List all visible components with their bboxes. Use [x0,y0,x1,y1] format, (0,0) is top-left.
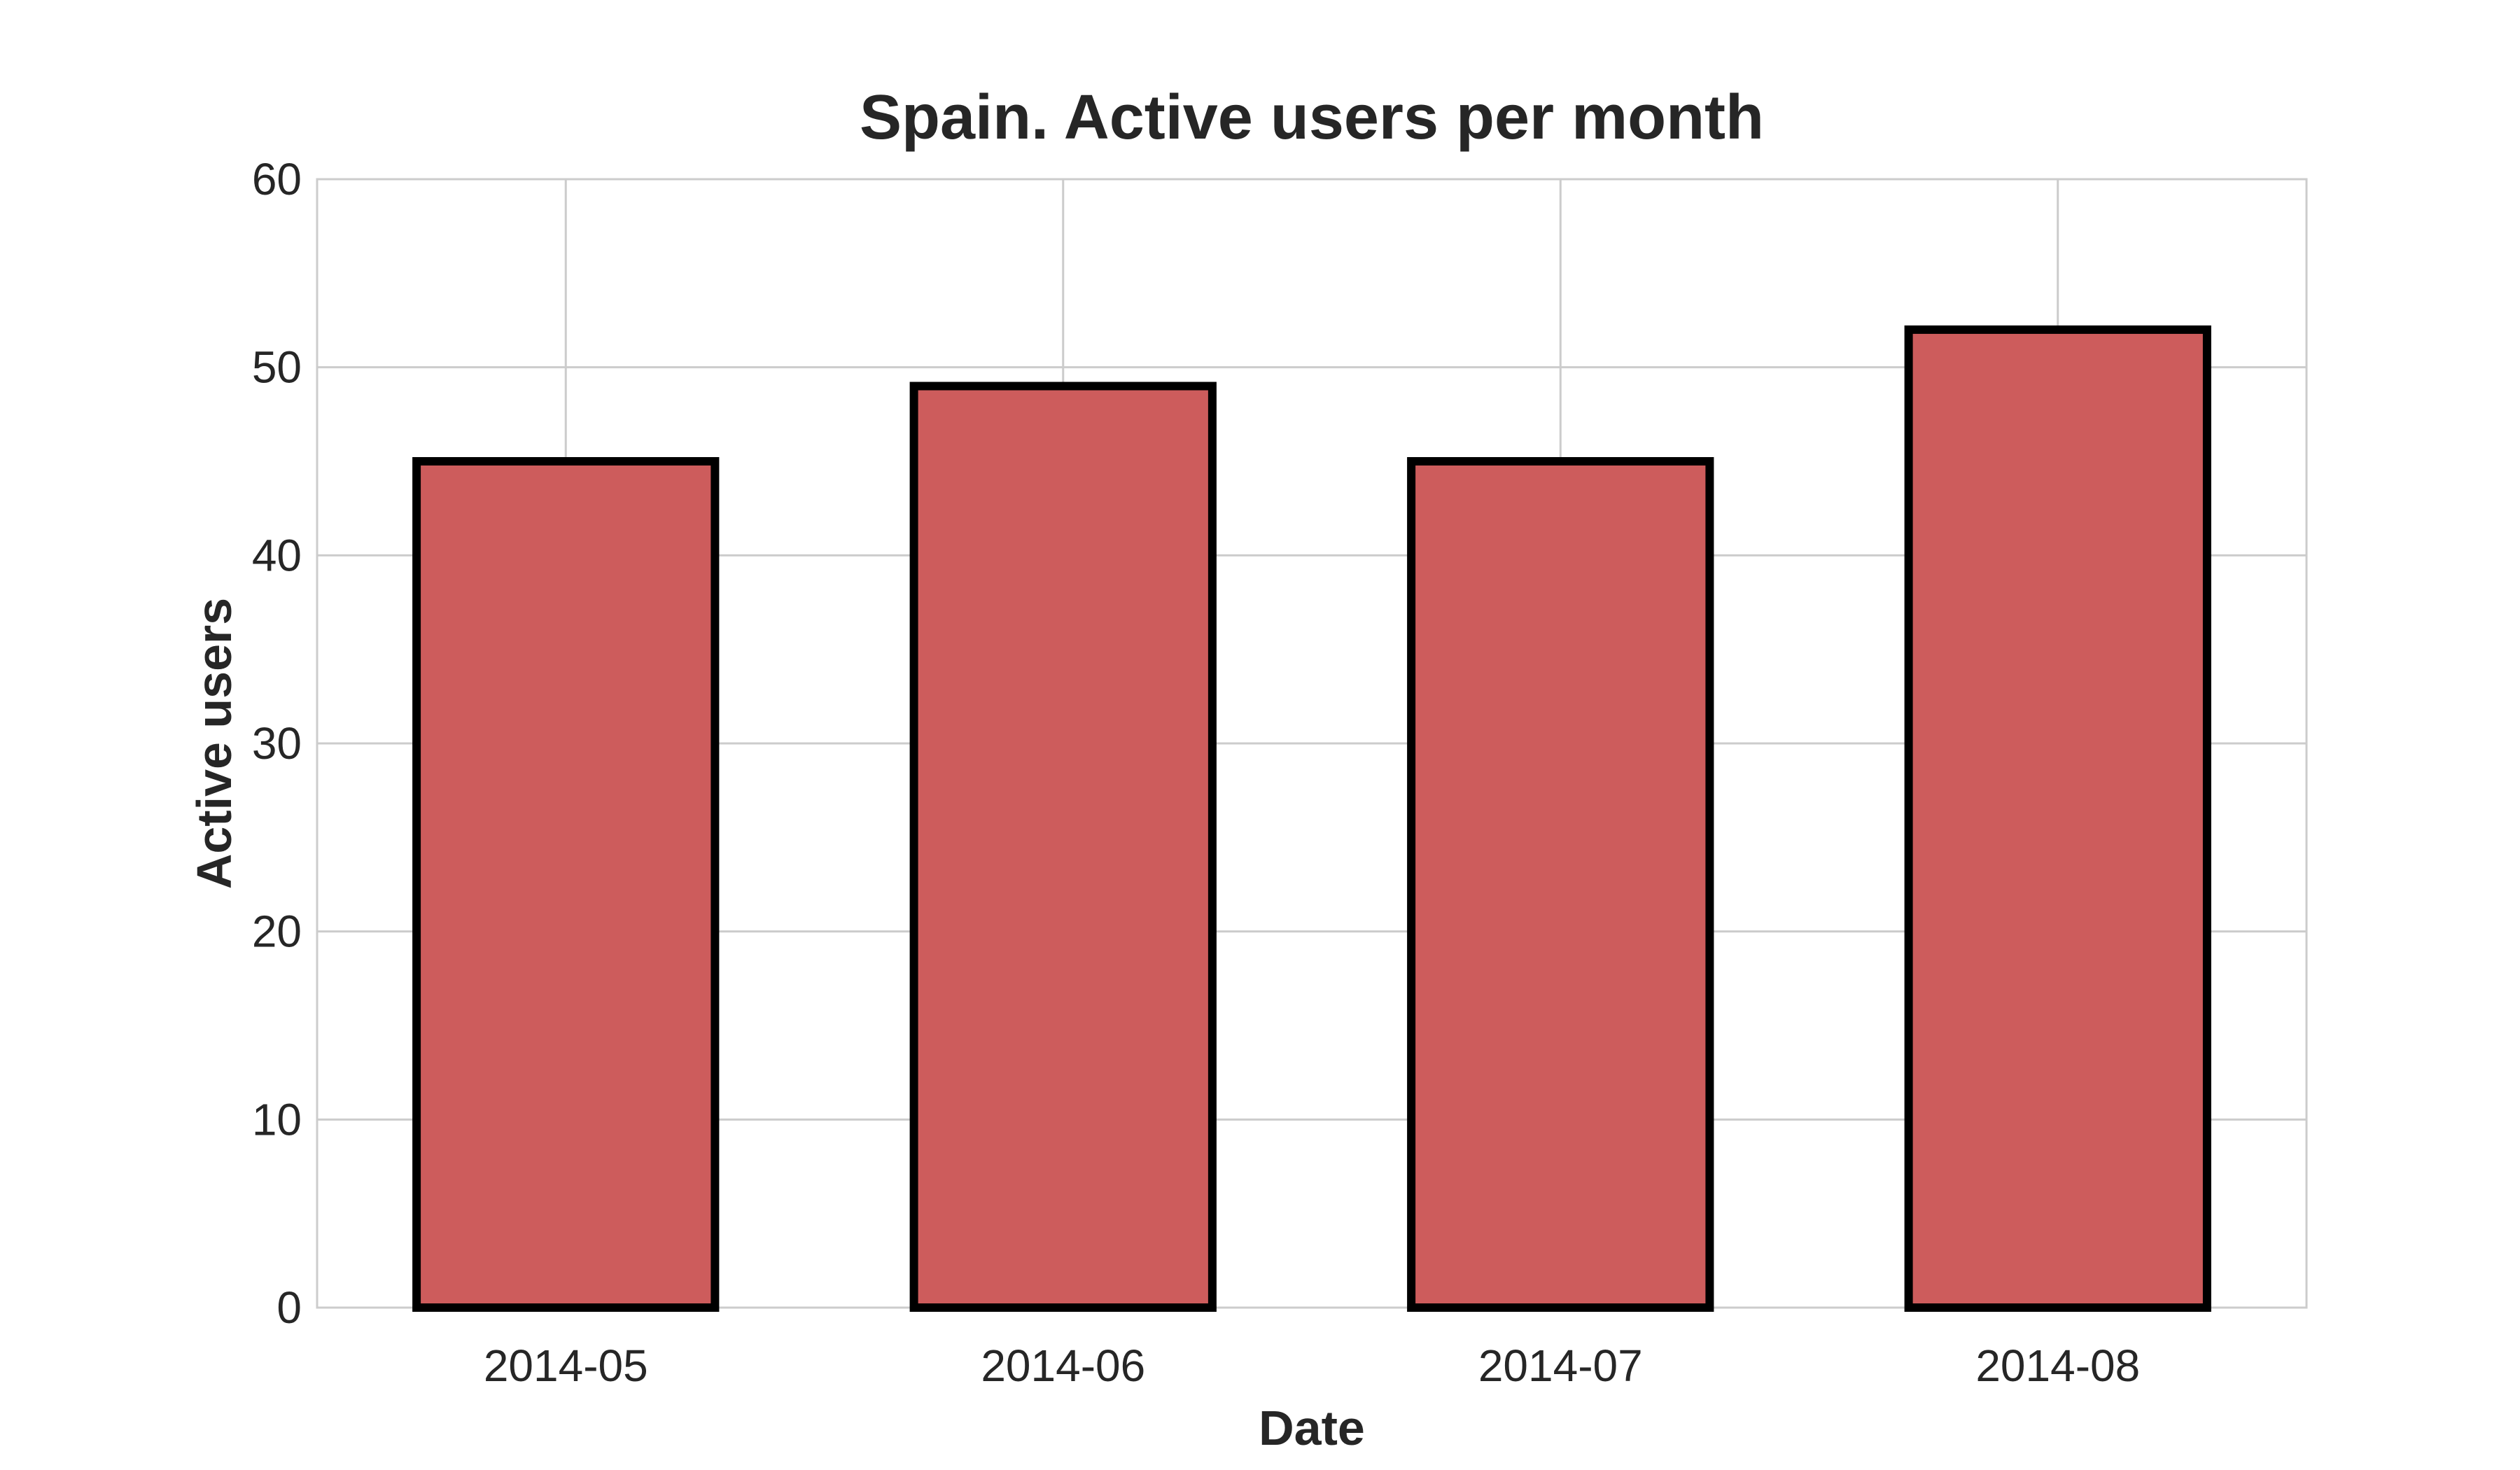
bar-2014-06 [909,382,1217,1312]
y-tick-label: 40 [252,530,302,580]
x-tick-label: 2014-08 [1975,1340,2140,1391]
x-axis-label: Date [1259,1401,1365,1455]
x-tick-label: 2014-05 [484,1340,648,1391]
y-axis-ticks: 0 10 20 30 40 50 60 [252,154,302,1333]
x-axis-ticks: 2014-05 2014-06 2014-07 2014-08 [484,1340,2140,1391]
bar-2014-08 [1904,325,2211,1312]
bar-2014-07 [1407,457,1714,1312]
bars [412,325,2211,1312]
x-tick-label: 2014-07 [1478,1340,1643,1391]
y-tick-label: 10 [252,1094,302,1144]
y-tick-label: 0 [276,1282,302,1333]
chart-title: Spain. Active users per month [860,83,1764,153]
y-tick-label: 50 [252,342,302,393]
bar-2014-05 [412,457,720,1312]
y-tick-label: 60 [252,154,302,204]
plot-frame [316,178,2308,1309]
x-tick-label: 2014-06 [981,1340,1145,1391]
y-tick-label: 30 [252,718,302,769]
y-axis-label: Active users [187,598,241,889]
y-tick-label: 20 [252,906,302,957]
